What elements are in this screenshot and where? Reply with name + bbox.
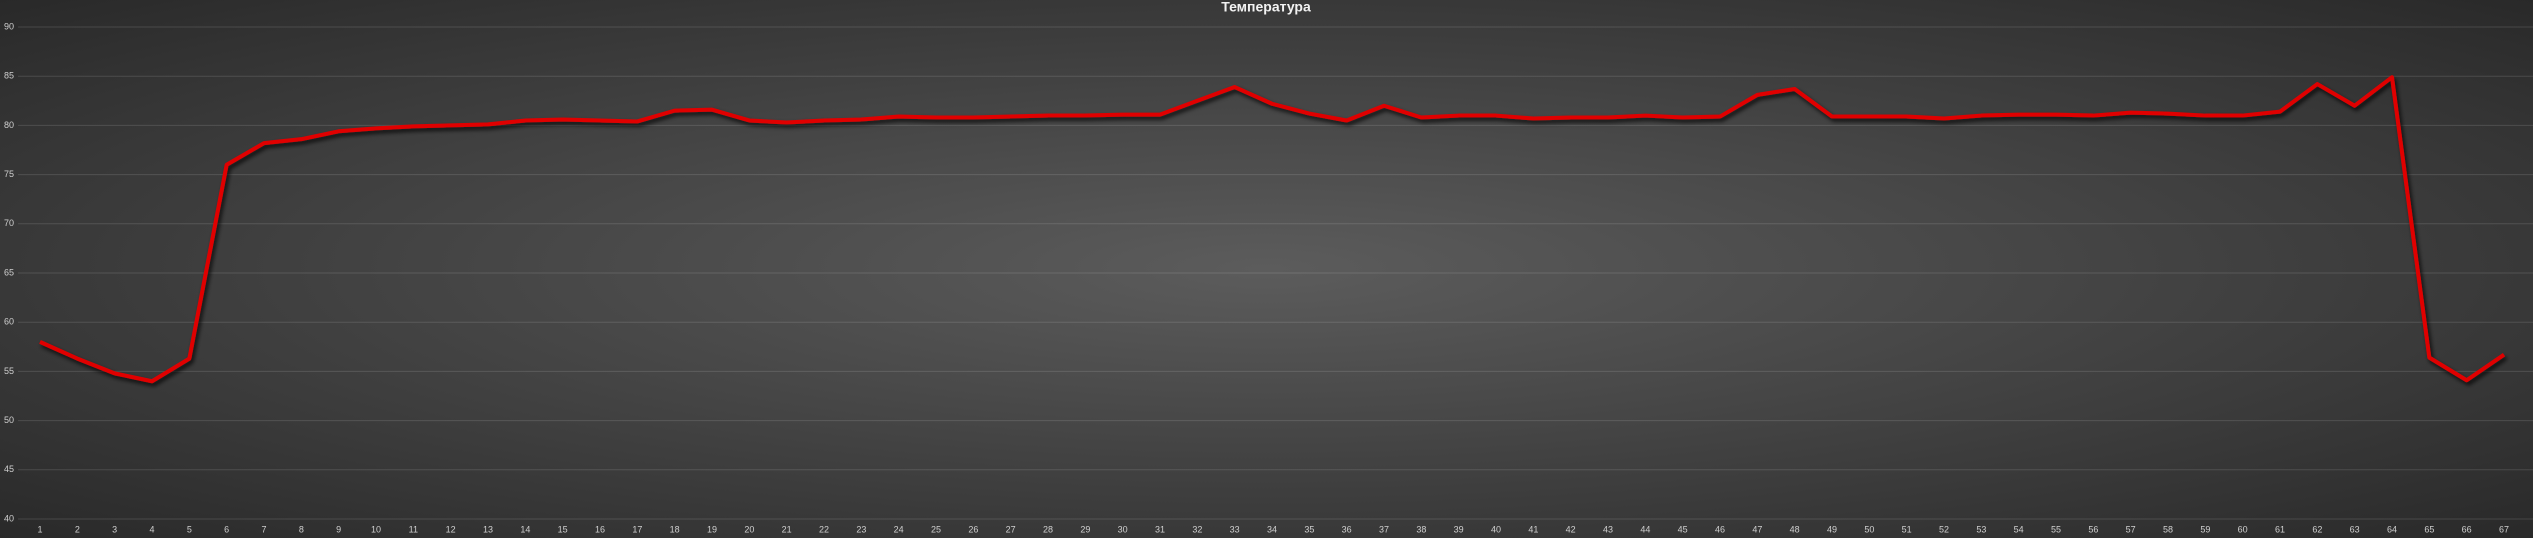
x-tick-label: 52 (1939, 524, 1949, 534)
x-tick-label: 61 (2275, 524, 2285, 534)
x-tick-label: 26 (968, 524, 978, 534)
x-tick-label: 32 (1192, 524, 1202, 534)
x-tick-label: 39 (1454, 524, 1464, 534)
x-tick-label: 59 (2200, 524, 2210, 534)
x-tick-label: 62 (2312, 524, 2322, 534)
chart-title: Температура (1221, 0, 1311, 15)
y-tick-label: 90 (4, 21, 14, 31)
x-tick-label: 13 (483, 524, 493, 534)
x-tick-label: 20 (744, 524, 754, 534)
x-tick-label: 24 (894, 524, 904, 534)
x-tick-label: 2 (75, 524, 80, 534)
x-tick-label: 12 (446, 524, 456, 534)
y-tick-label: 75 (4, 169, 14, 179)
y-tick-label: 50 (4, 415, 14, 425)
x-tick-label: 21 (782, 524, 792, 534)
y-tick-label: 70 (4, 218, 14, 228)
x-tick-label: 41 (1528, 524, 1538, 534)
x-tick-label: 18 (670, 524, 680, 534)
x-tick-label: 37 (1379, 524, 1389, 534)
data-line (39, 75, 2506, 384)
x-tick-label: 34 (1267, 524, 1277, 534)
y-tick-label: 65 (4, 267, 14, 277)
x-tick-label: 29 (1080, 524, 1090, 534)
x-tick-label: 14 (520, 524, 530, 534)
x-tick-label: 4 (149, 524, 154, 534)
y-tick-label: 55 (4, 366, 14, 376)
x-tick-label: 9 (336, 524, 341, 534)
x-tick-label: 67 (2499, 524, 2509, 534)
x-tick-label: 16 (595, 524, 605, 534)
y-tick-label: 45 (4, 464, 14, 474)
x-tick-label: 60 (2238, 524, 2248, 534)
x-tick-label: 65 (2424, 524, 2434, 534)
x-tick-label: 49 (1827, 524, 1837, 534)
x-tick-label: 10 (371, 524, 381, 534)
x-tick-label: 51 (1902, 524, 1912, 534)
x-tick-label: 56 (2088, 524, 2098, 534)
x-tick-label: 38 (1416, 524, 1426, 534)
x-tick-label: 57 (2126, 524, 2136, 534)
x-tick-label: 48 (1790, 524, 1800, 534)
x-tick-label: 66 (2462, 524, 2472, 534)
x-tick-label: 1 (37, 524, 42, 534)
x-tick-label: 43 (1603, 524, 1613, 534)
x-tick-label: 55 (2051, 524, 2061, 534)
y-tick-label: 60 (4, 317, 14, 327)
x-tick-label: 54 (2014, 524, 2024, 534)
x-tick-label: 19 (707, 524, 717, 534)
x-tick-label: 40 (1491, 524, 1501, 534)
x-tick-label: 28 (1043, 524, 1053, 534)
x-tick-label: 44 (1640, 524, 1650, 534)
x-tick-label: 35 (1304, 524, 1314, 534)
x-tick-label: 58 (2163, 524, 2173, 534)
x-tick-label: 42 (1566, 524, 1576, 534)
x-tick-label: 53 (1976, 524, 1986, 534)
x-tick-label: 46 (1715, 524, 1725, 534)
x-tick-label: 15 (558, 524, 568, 534)
x-tick-label: 11 (409, 524, 418, 534)
x-tick-label: 64 (2387, 524, 2397, 534)
x-tick-label: 7 (261, 524, 266, 534)
x-tick-label: 6 (224, 524, 229, 534)
x-tick-label: 63 (2350, 524, 2360, 534)
y-tick-label: 85 (4, 71, 14, 81)
x-tick-label: 27 (1006, 524, 1016, 534)
y-tick-label: 40 (4, 513, 14, 523)
x-tick-label: 50 (1864, 524, 1874, 534)
y-tick-label: 80 (4, 120, 14, 130)
x-tick-label: 25 (931, 524, 941, 534)
x-tick-label: 30 (1118, 524, 1128, 534)
x-tick-label: 33 (1230, 524, 1240, 534)
x-tick-label: 36 (1342, 524, 1352, 534)
x-tick-label: 3 (112, 524, 117, 534)
x-tick-label: 8 (299, 524, 304, 534)
x-tick-label: 31 (1155, 524, 1165, 534)
x-tick-label: 23 (856, 524, 866, 534)
x-tick-label: 22 (819, 524, 829, 534)
x-tick-label: 17 (632, 524, 642, 534)
x-tick-label: 45 (1678, 524, 1688, 534)
x-tick-label: 5 (187, 524, 192, 534)
x-tick-label: 47 (1752, 524, 1762, 534)
